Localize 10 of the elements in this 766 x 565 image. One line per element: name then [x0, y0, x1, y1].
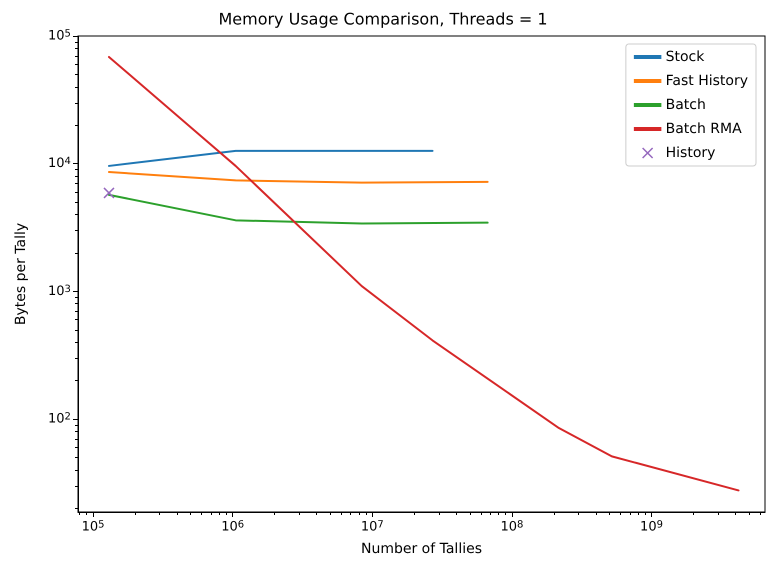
line-series [108, 171, 489, 184]
legend-label: History [666, 145, 716, 161]
legend-label: Stock [666, 49, 706, 65]
legend-label: Fast History [666, 73, 748, 89]
chart-title: Memory Usage Comparison, Threads = 1 [218, 10, 548, 28]
x-axis-title: Number of Tallies [360, 541, 482, 557]
y-axis-title: Bytes per Tally [13, 222, 29, 326]
legend-label: Batch RMA [666, 121, 742, 137]
line-series [108, 194, 489, 224]
legend-label: Batch [666, 97, 706, 113]
